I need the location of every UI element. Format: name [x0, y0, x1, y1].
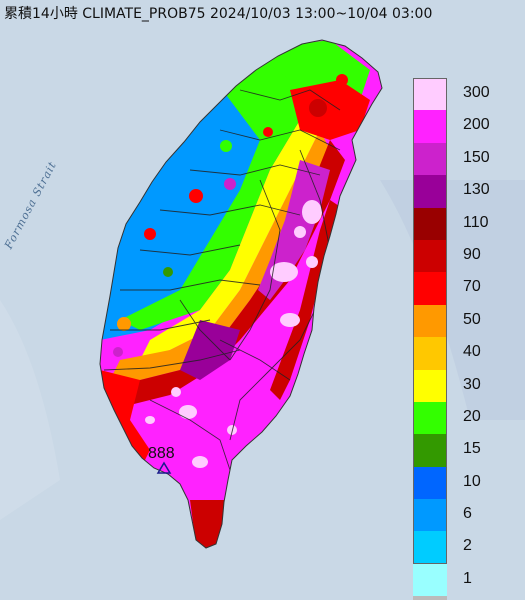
legend-swatch — [413, 304, 447, 338]
legend-swatch — [413, 369, 447, 402]
legend-label: 6 — [463, 505, 472, 523]
legend-label: 15 — [463, 440, 481, 458]
legend-label: 50 — [463, 310, 481, 328]
legend-swatch — [413, 207, 447, 240]
legend-label: 30 — [463, 375, 481, 393]
legend-swatch — [413, 337, 447, 370]
legend-label: 40 — [463, 343, 481, 361]
legend-swatch — [413, 499, 447, 532]
legend-label: 90 — [463, 245, 481, 263]
legend-swatch — [413, 272, 447, 305]
legend-label: 1 — [463, 569, 472, 587]
legend-row: 90 — [413, 239, 506, 273]
legend-row: 70 — [413, 272, 506, 305]
legend-row — [413, 596, 506, 600]
legend-swatch — [413, 466, 447, 500]
legend-row: 50 — [413, 304, 506, 338]
legend-row: 15 — [413, 434, 506, 467]
legend-label: 130 — [463, 181, 490, 199]
legend-swatch — [413, 239, 447, 273]
station-label: 888 — [148, 445, 175, 462]
legend-row: 130 — [413, 175, 506, 208]
legend-label: 2 — [463, 537, 472, 555]
legend-row: 20 — [413, 401, 506, 435]
legend-row: 10 — [413, 466, 506, 500]
ocean-shelf — [0, 300, 60, 520]
legend-label: 300 — [463, 84, 490, 101]
legend-label: 70 — [463, 278, 481, 296]
legend-row: 300 — [413, 78, 506, 111]
legend-row: 6 — [413, 499, 506, 532]
legend-swatch — [413, 110, 447, 143]
legend-row: 1 — [413, 563, 506, 597]
legend-label: 20 — [463, 407, 481, 425]
legend-label: 200 — [463, 116, 490, 134]
legend-swatch — [413, 142, 447, 176]
legend-swatch — [413, 78, 447, 111]
legend-row: 30 — [413, 369, 506, 402]
legend-row: 2 — [413, 531, 506, 564]
legend: 300 200 150 130 110 90 70 50 40 30 20 15 10 6 2 1 — [413, 78, 506, 600]
coastline — [99, 39, 383, 549]
legend-label: 10 — [463, 472, 481, 490]
legend-swatch — [413, 563, 447, 597]
legend-swatch — [413, 596, 447, 600]
legend-swatch — [413, 531, 447, 564]
legend-swatch — [413, 434, 447, 467]
legend-row: 200 — [413, 110, 506, 143]
station-marker-icon — [156, 461, 172, 474]
legend-label: 150 — [463, 148, 490, 166]
map-title: 累積14小時 CLIMATE_PROB75 2024/10/03 13:00~1… — [4, 6, 433, 22]
legend-swatch — [413, 175, 447, 208]
legend-label: 110 — [463, 213, 489, 231]
legend-row: 40 — [413, 337, 506, 370]
legend-swatch — [413, 401, 447, 435]
legend-row: 150 — [413, 142, 506, 176]
legend-row: 110 — [413, 207, 506, 240]
